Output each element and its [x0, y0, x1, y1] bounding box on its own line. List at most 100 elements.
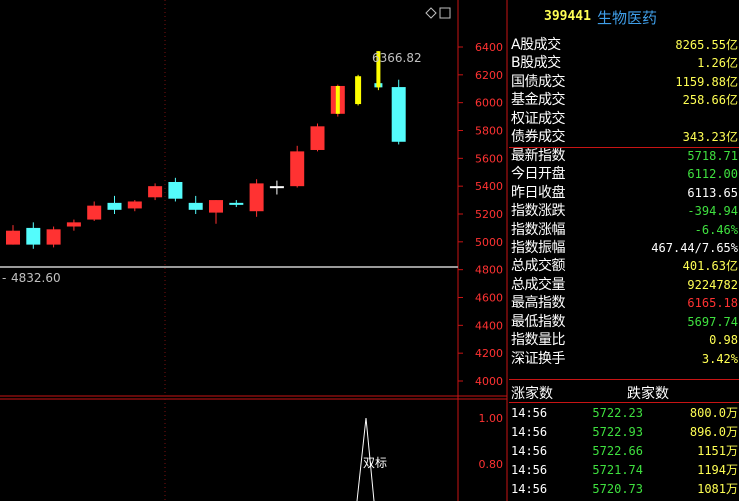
price-axis: 6400 6200 6000 5800 5600 5400 5200 5000 4800 4600… [458, 41, 503, 388]
price-axis-label: 4000 [475, 375, 503, 388]
tick-time: 14:56 [511, 463, 548, 477]
candle-highlight [376, 51, 381, 88]
kline-chart[interactable]: 6400 6200 6000 5800 5600 5400 5200 5000 4800 4600… [0, 0, 509, 501]
candle[interactable] [26, 222, 41, 249]
low-price-label: 4832.60 [11, 271, 61, 285]
index-name: 生物医药 [597, 9, 658, 27]
candle-body [107, 202, 122, 210]
candle[interactable] [330, 84, 345, 117]
stat-row: 总成交量 9224782 [509, 276, 739, 294]
candle-body [6, 230, 20, 245]
stat-label: 指数振幅 [511, 239, 566, 256]
stat-value: 0.98 [709, 333, 738, 348]
candle[interactable] [107, 195, 122, 214]
stat-row: 指数量比 0.98 [509, 331, 739, 349]
tick-row[interactable]: 14:56 5721.74 1194万 [509, 461, 739, 479]
candle-body [26, 227, 41, 245]
candle-body [168, 181, 183, 199]
candle[interactable] [66, 219, 81, 231]
tick-volume: 1151万 [697, 444, 738, 458]
candle-body [188, 202, 203, 210]
candle[interactable] [290, 145, 305, 188]
stat-value: 8265.55亿 [675, 38, 738, 52]
candle-body [66, 222, 81, 227]
stat-value: 401.63亿 [682, 259, 738, 274]
stat-label: 基金成交 [511, 92, 566, 109]
candle-body [355, 76, 362, 105]
stat-label: 指数量比 [511, 332, 566, 349]
price-axis-label: 4600 [475, 292, 503, 305]
stat-row: 最低指数 5697.74 [509, 313, 739, 331]
window-toggle-icon[interactable] [439, 7, 451, 19]
breadth-separator [509, 379, 739, 380]
candle-body [290, 151, 305, 187]
up-count-label: 涨家数 [511, 386, 553, 402]
stat-row: 指数涨跌 -394.94 [509, 202, 739, 220]
stat-row: A股成交 8265.55亿 [509, 36, 739, 54]
stat-value: 343.23亿 [682, 130, 738, 145]
stat-row: 今日开盘 6112.00 [509, 165, 739, 183]
stat-label: 债券成交 [511, 129, 566, 146]
stat-row: 昨日收盘 6113.65 [509, 184, 739, 202]
candle[interactable] [374, 51, 383, 91]
candle-body [249, 183, 264, 212]
candle[interactable] [355, 74, 362, 106]
candle[interactable] [6, 225, 20, 245]
stat-label: A股成交 [511, 37, 561, 53]
stat-value: -394.94 [687, 204, 738, 219]
marker-label: 双标 [363, 456, 387, 470]
price-axis-label: 6400 [475, 41, 503, 54]
stat-row: 指数振幅 467.44/7.65% [509, 239, 739, 257]
candle[interactable] [391, 79, 406, 145]
tick-time: 14:56 [511, 444, 548, 458]
tick-time: 14:56 [511, 482, 548, 496]
tick-row[interactable]: 14:56 5722.23 800.0万 [509, 404, 739, 422]
stat-value: 6113.65 [687, 185, 738, 200]
panel-header: 399441 生物医药 [509, 0, 739, 34]
tick-row[interactable]: 14:56 5720.73 1081万 [509, 480, 739, 498]
toolbar-icons[interactable] [425, 7, 451, 19]
tick-time: 14:56 [511, 406, 548, 420]
chart-frame [0, 0, 508, 501]
tick-price: 5722.66 [592, 444, 643, 458]
annotations: 6366.82 - 4832.60 1.00 0.80 双标 [2, 51, 503, 501]
price-axis-label: 5400 [475, 180, 503, 193]
volume-axis-top: 1.00 [479, 412, 504, 425]
stat-label: 权证成交 [511, 110, 566, 127]
candle[interactable] [269, 180, 284, 195]
candle[interactable] [249, 179, 264, 217]
price-axis-label: 6000 [475, 97, 503, 110]
price-axis-label: 4400 [475, 319, 503, 332]
tick-row[interactable]: 14:56 5722.66 1151万 [509, 442, 739, 460]
candle[interactable] [188, 195, 203, 214]
price-axis-label: 6200 [475, 69, 503, 82]
stat-row: 国债成交 1159.88亿 [509, 73, 739, 91]
candle[interactable] [87, 201, 102, 221]
stat-row: B股成交 1.26亿 [509, 54, 739, 72]
stat-label: 深证换手 [511, 350, 566, 367]
stat-value: 1.26亿 [697, 56, 738, 71]
tick-row[interactable]: 14:56 5722.93 896.0万 [509, 423, 739, 441]
candle-body [209, 200, 223, 213]
diamond-icon[interactable] [425, 7, 437, 19]
stat-row: 债券成交 343.23亿 [509, 128, 739, 146]
candle-body [127, 201, 142, 209]
candle[interactable] [229, 200, 244, 208]
stat-row: 总成交额 401.63亿 [509, 257, 739, 275]
candle[interactable] [168, 177, 183, 202]
stat-label: 最低指数 [511, 313, 566, 330]
candle[interactable] [127, 200, 142, 212]
tick-price: 5722.23 [592, 406, 643, 420]
volume-indicator-line [356, 417, 367, 501]
stat-row: 基金成交 258.66亿 [509, 91, 739, 109]
tick-price: 5722.93 [592, 425, 643, 439]
price-axis-label: 5000 [475, 236, 503, 249]
candle[interactable] [148, 183, 163, 201]
candle[interactable] [209, 200, 223, 224]
candle[interactable] [46, 226, 61, 248]
candle[interactable] [310, 123, 325, 152]
candle-body [148, 186, 163, 198]
stat-value: 6165.18 [687, 296, 738, 311]
stat-label: 最高指数 [511, 295, 566, 312]
price-axis-label: 4800 [475, 264, 503, 277]
